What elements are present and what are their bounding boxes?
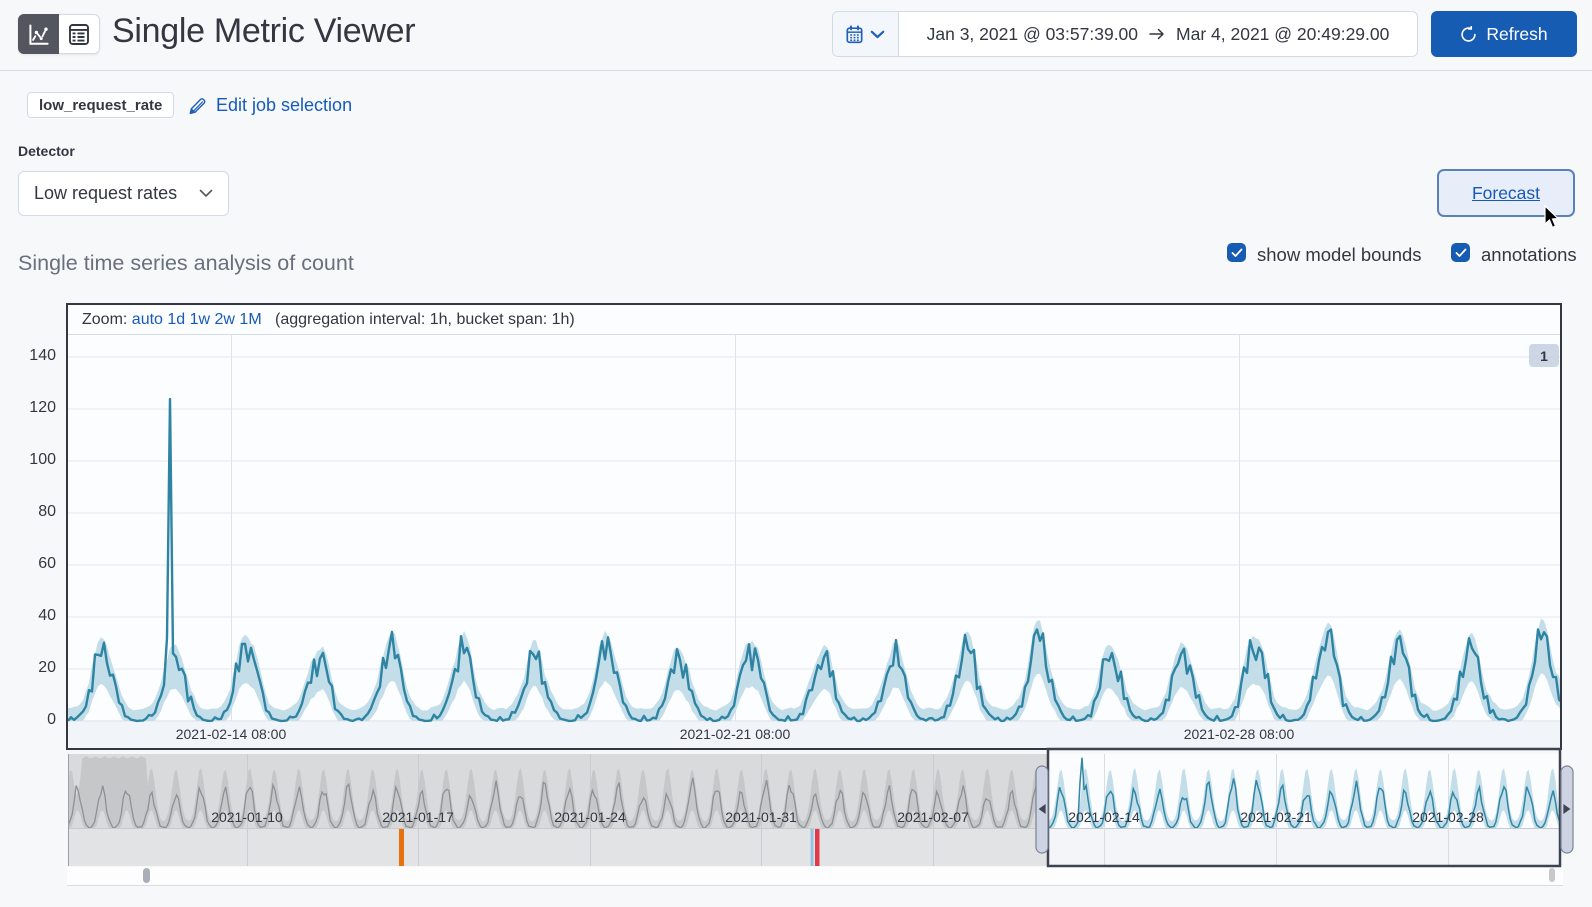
svg-text:1: 1 [1540,348,1548,364]
svg-text:2021-02-28: 2021-02-28 [1412,809,1484,825]
svg-text:2021-02-14: 2021-02-14 [1068,809,1140,825]
svg-text:2021-02-07: 2021-02-07 [897,809,969,825]
svg-text:2021-02-28 08:00: 2021-02-28 08:00 [1184,726,1295,742]
svg-text:2021-01-17: 2021-01-17 [382,809,454,825]
svg-text:2021-01-24: 2021-01-24 [554,809,626,825]
svg-text:2021-02-14 08:00: 2021-02-14 08:00 [176,726,287,742]
svg-text:2021-02-21 08:00: 2021-02-21 08:00 [680,726,791,742]
svg-text:2021-02-21: 2021-02-21 [1240,809,1312,825]
svg-text:2021-01-10: 2021-01-10 [211,809,283,825]
svg-text:2021-01-31: 2021-01-31 [725,809,797,825]
